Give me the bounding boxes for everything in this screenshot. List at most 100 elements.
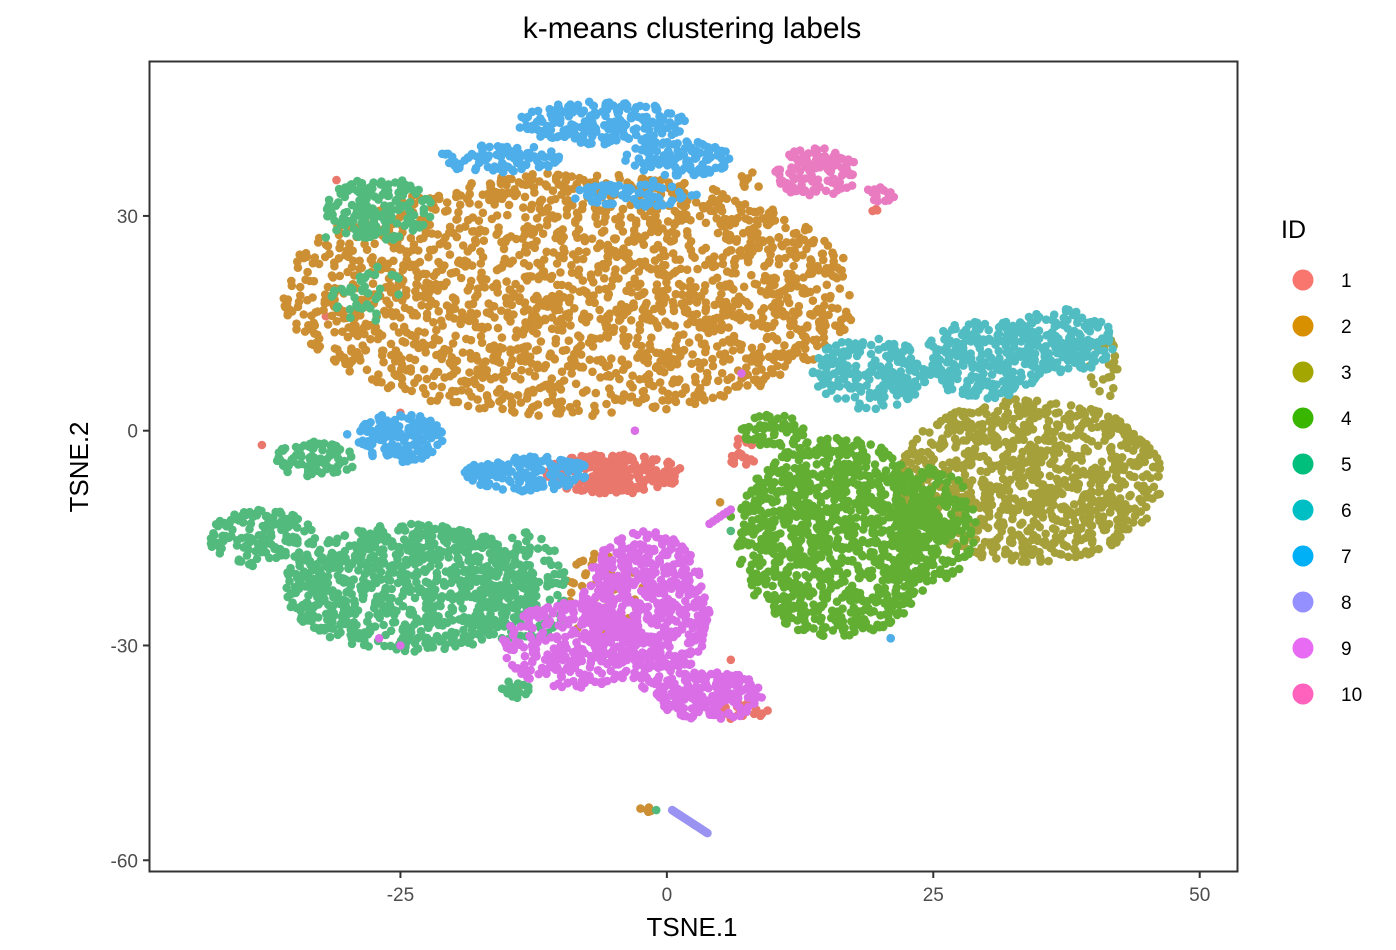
data-point [895,600,904,610]
data-point [323,241,333,251]
data-point [1070,473,1080,483]
data-point [789,439,798,449]
data-point [615,374,624,384]
data-point [832,473,842,483]
data-point [815,629,825,639]
data-point [607,408,616,417]
data-point [758,313,768,323]
data-point [510,371,520,381]
data-point [437,350,446,360]
data-point [1064,458,1074,467]
data-point [424,301,434,311]
data-point [954,553,963,563]
data-point [990,411,999,421]
data-point [953,516,962,525]
data-point [496,179,506,189]
data-point [780,341,789,350]
data-point [845,630,854,640]
data-point [774,259,784,269]
data-point [567,369,576,378]
data-point [421,289,431,298]
data-point [756,711,765,721]
data-point [564,313,573,323]
data-point [764,245,773,254]
data-point [1126,490,1135,500]
data-point [1121,524,1130,534]
data-point [596,314,605,324]
data-point [788,547,798,557]
data-point [1094,544,1103,554]
data-point [900,527,910,537]
data-point [591,211,600,221]
data-point [1148,462,1158,472]
data-point [548,389,557,399]
data-point [1075,429,1084,439]
data-point [1084,469,1094,479]
data-point [1082,434,1092,444]
data-point [1137,518,1147,527]
data-point [505,285,514,294]
data-point [786,524,796,534]
data-point [551,175,561,185]
data-point [1023,427,1032,436]
data-point [1103,412,1113,422]
data-point [536,337,546,346]
data-point [780,215,789,225]
data-point [458,348,468,357]
data-point [1038,483,1048,492]
data-point [1061,518,1071,528]
data-point [823,568,833,578]
data-point [564,281,573,291]
data-point [502,294,511,303]
data-point [1058,432,1067,441]
data-point [530,188,539,197]
data-point [581,570,590,580]
data-point [887,574,897,584]
data-point [1078,494,1088,503]
data-point [534,411,543,420]
data-point [534,223,544,232]
data-point [974,420,984,430]
data-point [849,603,859,612]
data-point [547,302,556,311]
data-point [591,388,601,398]
data-point [499,375,508,384]
data-point [1107,442,1116,452]
data-point [639,240,649,249]
data-point [572,208,582,218]
data-point [466,276,476,286]
data-point [980,494,989,503]
data-point [775,350,784,359]
data-point [398,337,408,346]
data-point [536,196,545,206]
data-point [714,376,723,386]
data-point [984,538,994,547]
data-point [729,459,739,468]
data-point [617,305,627,314]
data-point [795,523,805,533]
data-point [767,485,777,495]
data-point [1111,459,1120,469]
data-point [1125,504,1134,514]
data-point [556,236,566,246]
data-point [1036,446,1046,456]
data-point [513,391,523,400]
data-point [347,347,356,356]
data-point [736,345,745,354]
data-point [1116,512,1126,522]
data-point [603,258,613,267]
data-point [794,301,804,311]
data-point [639,465,649,475]
data-point [598,357,607,366]
data-point [840,518,849,528]
data-point [684,290,694,300]
data-point [978,475,988,485]
data-point [992,535,1002,544]
data-point [655,253,665,262]
data-point [753,378,763,388]
data-point [859,525,868,534]
data-point [604,361,614,370]
data-point [1032,519,1042,529]
data-point [504,174,513,184]
data-point [992,482,1001,492]
